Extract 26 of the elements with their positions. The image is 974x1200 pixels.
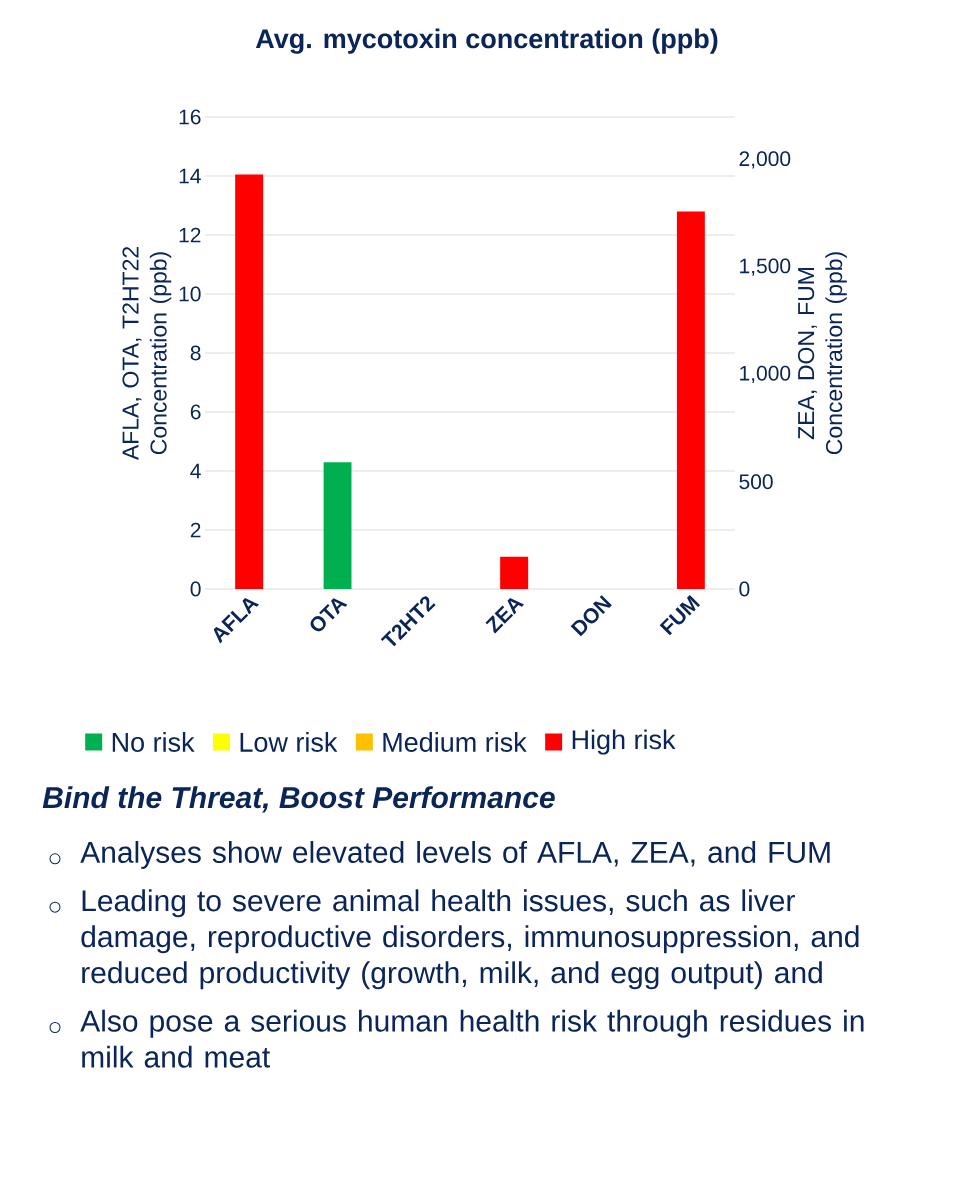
text: Also pose a serious human health risk through residues in milk and meat (80, 1009, 864, 1068)
y-tick-label: 6 (190, 404, 201, 420)
y2-tick-label: 1,500 (740, 258, 791, 276)
text: Analyses show elevated levels of AFLA, ZEA, and FUM (80, 840, 830, 869)
y-tick-label: 2 (190, 522, 201, 538)
y-tick-label: 14 (179, 168, 201, 184)
y-axis-title: AFLA, OTA, T2HT22 Concentration (ppb) (122, 247, 172, 461)
y2-tick-label: 2,000 (739, 151, 791, 169)
y-tick-label: 12 (179, 227, 201, 243)
y-tick-label: 16 (179, 109, 201, 125)
y2-tick-label: 0 (739, 581, 750, 597)
legend-label: No risk (112, 732, 195, 752)
text: Leading to severe animal health issues, such as liver damage, reproductive disorders, immunosuppression, and reduced productivity (growth, milk, and egg output) and (81, 889, 859, 990)
y-tick-label: 8 (190, 345, 201, 361)
legend-label: High risk (572, 729, 676, 755)
legend-label: Medium risk (383, 732, 527, 752)
y2-axis-title: ZEA, DON, FUM Concentration (ppb) (797, 252, 847, 455)
y2-tick-label: 1,000 (740, 365, 791, 384)
text: Bind the Threat, Boost Performance (42, 786, 555, 813)
y-tick-label: 0 (190, 581, 201, 597)
y2-tick-label: 500 (739, 474, 773, 490)
x-tick-label: OTA (310, 598, 348, 632)
y-tick-label: 10 (179, 286, 201, 302)
y-tick-label: 4 (190, 463, 201, 479)
chart-title: Avg. mycotoxin concentration (ppb) (255, 28, 718, 54)
legend-label: Low risk (240, 732, 338, 752)
